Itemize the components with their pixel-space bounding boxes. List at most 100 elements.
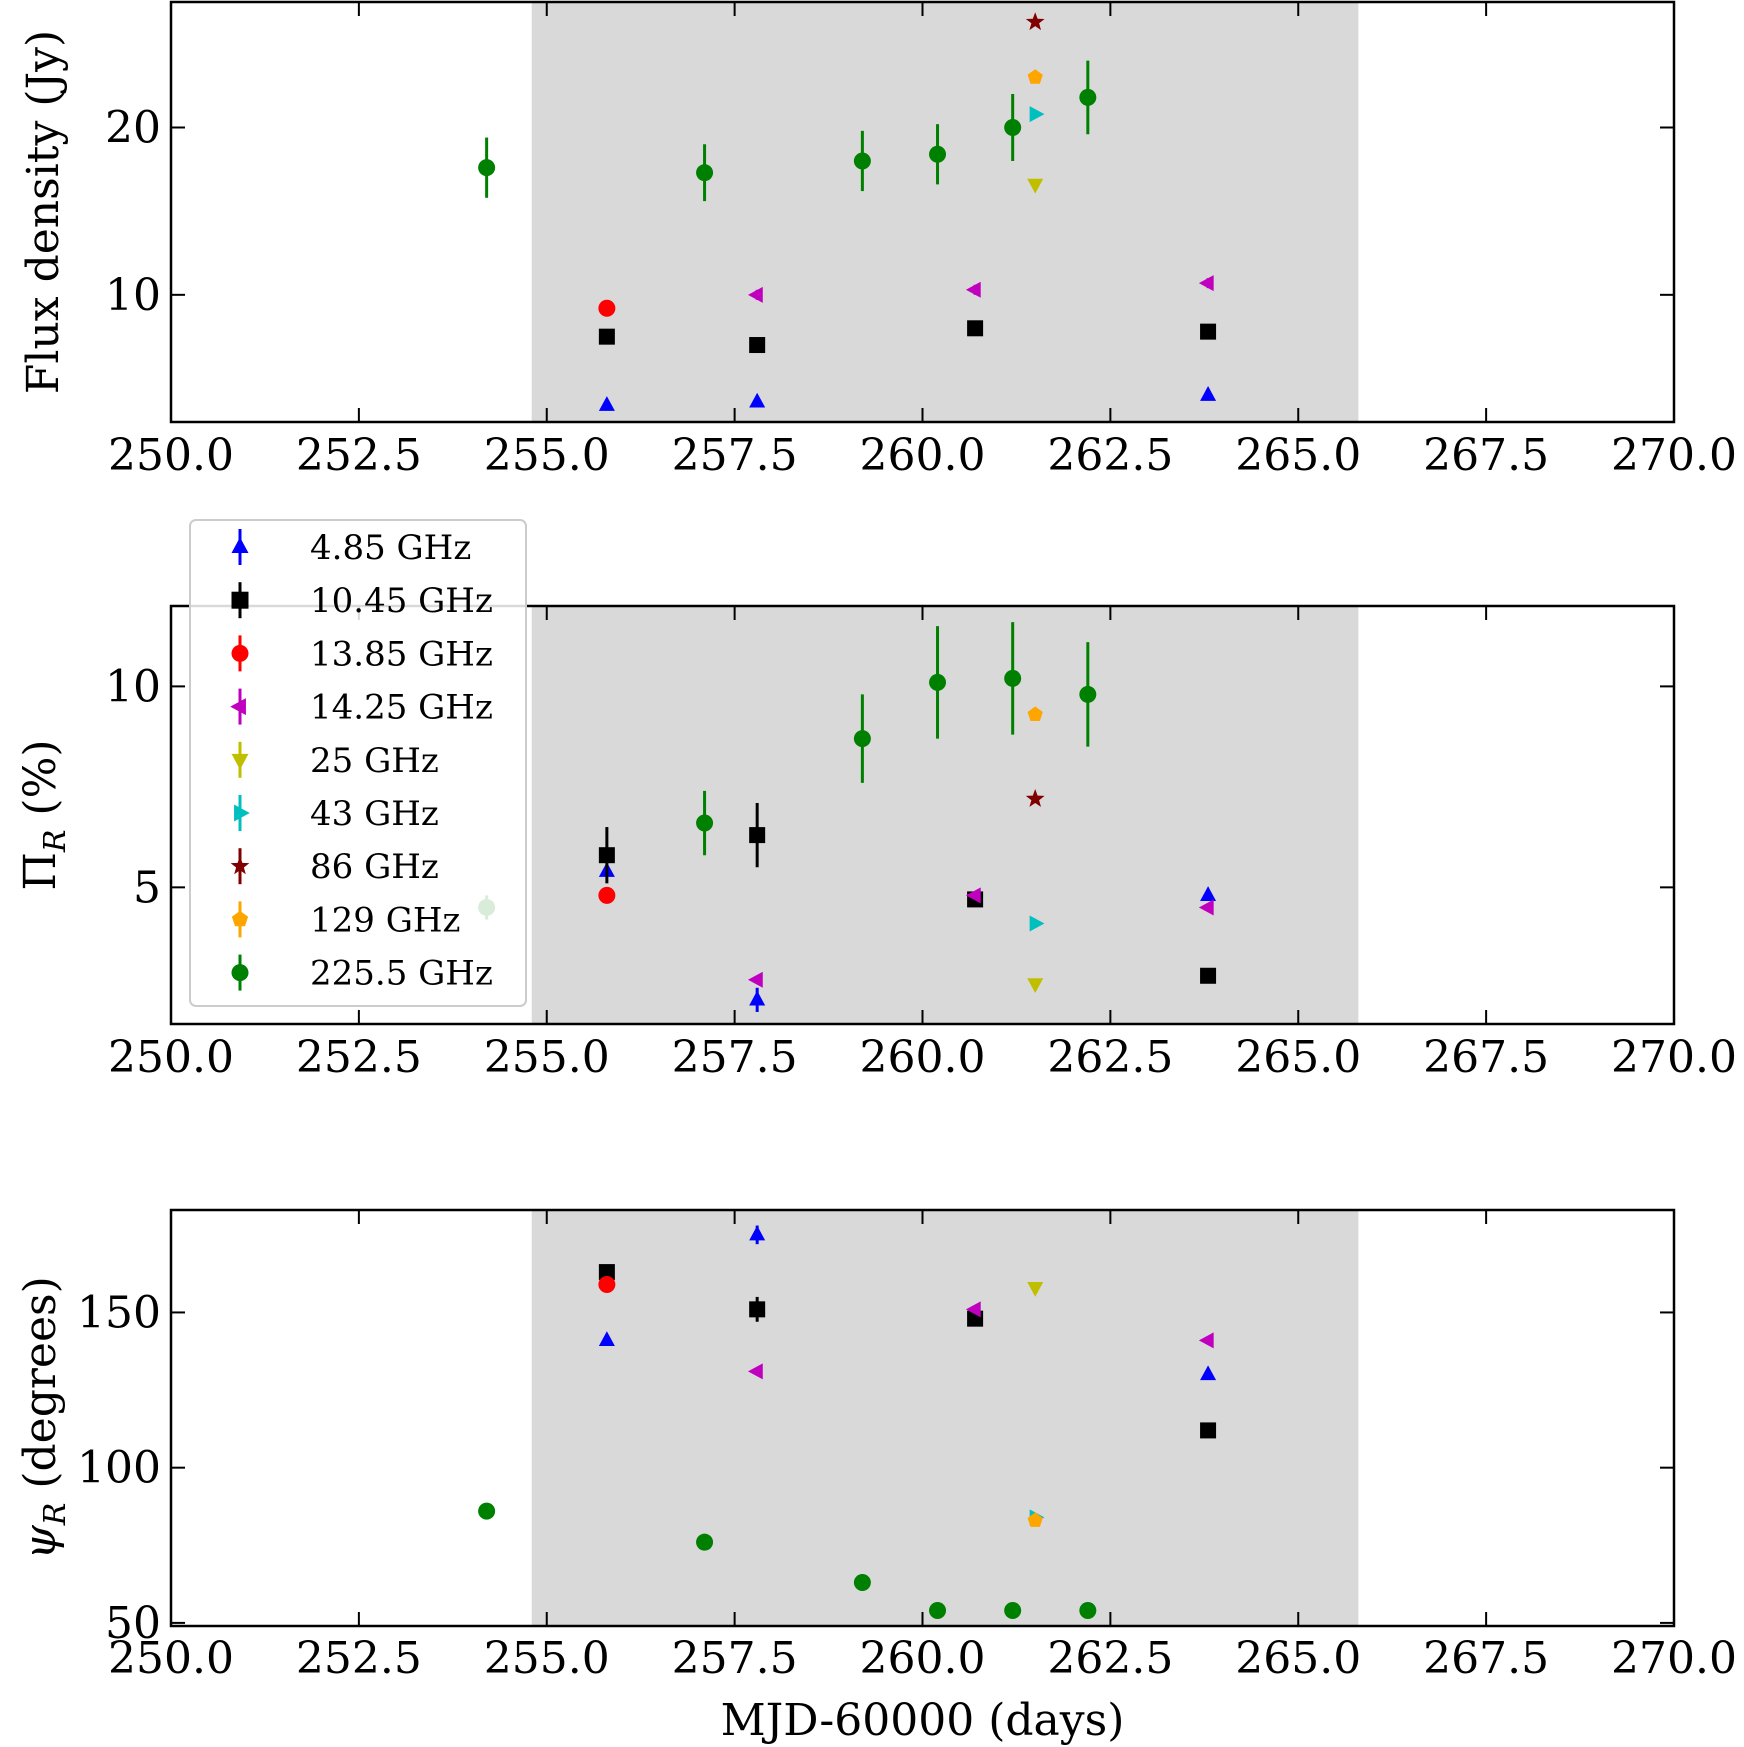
data-point (478, 1502, 496, 1520)
data-point (965, 1301, 981, 1318)
data-point (598, 396, 615, 411)
x-tick-label: 260.0 (860, 1633, 986, 1684)
x-tick-label: 255.0 (484, 430, 610, 481)
y-axis-label: ψR (degrees) (15, 1276, 73, 1560)
data-point (598, 299, 616, 317)
data-point (598, 328, 615, 345)
data-point (1200, 386, 1217, 401)
legend-marker (234, 804, 250, 822)
x-tick-label: 265.0 (1235, 1032, 1361, 1083)
x-tick-label: 250.0 (108, 1633, 234, 1684)
data-point (749, 337, 766, 354)
data-point (598, 1264, 615, 1281)
x-tick-label: 270.0 (1611, 1633, 1737, 1684)
legend-marker (231, 910, 249, 927)
data-point (1200, 967, 1217, 984)
series (598, 299, 616, 317)
x-tick-label: 250.0 (108, 430, 234, 481)
data-point (749, 392, 766, 408)
legend-label: 225.5 GHz (310, 954, 493, 994)
data-point (598, 886, 616, 904)
data-point (1200, 886, 1217, 901)
series (598, 386, 1217, 411)
panel-2: 250.0 252.5 255.0 257.5 260.0 262.5 265.0 267.5… (15, 604, 1737, 1083)
data-point (598, 847, 615, 864)
axes-frame (169, 0, 1676, 424)
data-point (1025, 12, 1045, 31)
series (1029, 106, 1045, 123)
legend-item: 25 GHz (231, 741, 439, 781)
legend-label: 43 GHz (310, 794, 439, 834)
x-tick-label: 257.5 (672, 1633, 798, 1684)
data-point (853, 1574, 871, 1592)
x-tick-label: 252.5 (296, 430, 422, 481)
data-point (929, 1601, 947, 1619)
y-axis-label-unit: (%) (15, 739, 66, 829)
y-axis-label-unit: (degrees) (15, 1276, 66, 1502)
data-point (1200, 1422, 1217, 1439)
data-point (749, 1301, 766, 1318)
series (1025, 12, 1045, 31)
data-point (478, 159, 496, 177)
series (1027, 69, 1043, 84)
data-point (696, 1533, 714, 1551)
data-point (1027, 1282, 1044, 1297)
data-point (1200, 323, 1217, 340)
data-point (1004, 118, 1022, 136)
data-point (1027, 706, 1043, 721)
data-point (1198, 275, 1214, 292)
series (478, 1502, 1097, 1619)
legend-item: 10.45 GHz (231, 581, 493, 621)
x-tick-label: 270.0 (1611, 1032, 1737, 1083)
x-tick-label: 250.0 (108, 1032, 234, 1083)
data-point (1200, 1365, 1217, 1381)
data-point (696, 164, 714, 182)
y-axis-label-subscript: R (38, 1503, 73, 1527)
data-point (747, 971, 763, 988)
series (598, 1276, 616, 1294)
data-point (1004, 1601, 1022, 1619)
data-point (965, 281, 981, 298)
y-tick-label: 150 (77, 1287, 161, 1338)
x-tick-label: 260.0 (860, 430, 986, 481)
x-tick-label: 270.0 (1611, 430, 1737, 481)
series (1027, 978, 1044, 994)
x-tick-label: 262.5 (1047, 1032, 1173, 1083)
data-point (1025, 789, 1045, 807)
y-tick-label: 50 (105, 1598, 161, 1649)
data-point (965, 887, 981, 904)
legend-item: 43 GHz (234, 794, 439, 834)
y-axis-label: Flux density (Jy) (18, 30, 69, 394)
y-axis-label-symbol: ψ (15, 1525, 66, 1560)
legend-item: 225.5 GHz (231, 954, 493, 994)
y-axis-label-symbol: Π (15, 852, 66, 890)
y-tick-label: 10 (105, 661, 161, 712)
data-point (1079, 685, 1097, 703)
data-point (749, 990, 766, 1006)
legend-marker (231, 644, 249, 662)
y-tick-label: 20 (105, 102, 161, 153)
legend-marker (230, 698, 246, 716)
data-point (1027, 69, 1043, 84)
data-point (747, 286, 763, 303)
legend-label: 10.45 GHz (310, 581, 493, 621)
legend-label: 129 GHz (310, 900, 460, 940)
x-axis-label: MJD-60000 (days) (721, 1695, 1125, 1746)
data-point (929, 145, 947, 163)
x-tick-label: 265.0 (1235, 430, 1361, 481)
series (1025, 789, 1045, 807)
legend-marker (230, 856, 250, 875)
data-point (853, 152, 871, 170)
legend-label: 13.85 GHz (310, 634, 493, 674)
legend: 4.85 GHz 10.45 GHz 13.85 GHz 14.25 GHz 25 GH… (189, 519, 527, 1007)
x-tick-label: 252.5 (296, 1633, 422, 1684)
x-tick-label: 262.5 (1047, 430, 1173, 481)
series (1027, 1282, 1044, 1297)
x-tick-label: 265.0 (1235, 1633, 1361, 1684)
series (598, 886, 616, 904)
data-point (598, 1331, 615, 1346)
x-tick-label: 267.5 (1423, 430, 1549, 481)
data-point (1027, 178, 1044, 194)
x-tick-label: 252.5 (296, 1032, 422, 1083)
series (598, 320, 1217, 354)
